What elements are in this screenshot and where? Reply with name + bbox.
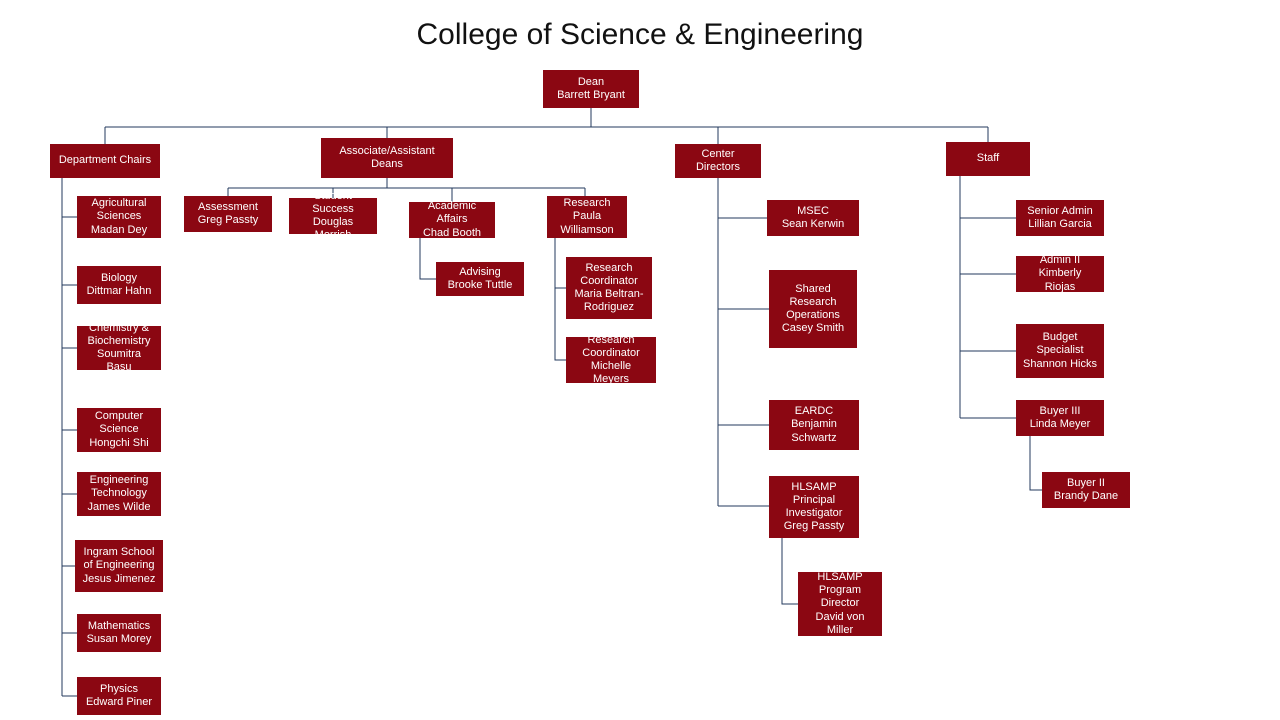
node-role: HLSAMP Principal Investigator — [775, 481, 853, 521]
node-msec: MSECSean Kerwin — [767, 200, 859, 236]
node-person: Lillian Garcia — [1028, 218, 1092, 231]
node-person: Douglas Morrish — [295, 216, 371, 242]
node-biology: BiologyDittmar Hahn — [77, 266, 161, 304]
node-person: Jesus Jimenez — [83, 573, 156, 586]
node-role: Student Success — [295, 190, 371, 216]
node-role: EARDC — [795, 405, 834, 418]
node-role: Center Directors — [681, 148, 755, 174]
node-role: HLSAMP Program Director — [804, 571, 876, 611]
node-person: Casey Smith — [782, 322, 844, 335]
node-senior_admin: Senior AdminLillian Garcia — [1016, 200, 1104, 236]
node-hlsamp_dir: HLSAMP Program DirectorDavid von Miller — [798, 572, 882, 636]
page-title: College of Science & Engineering — [0, 18, 1280, 52]
node-engtech: Engineering TechnologyJames Wilde — [77, 472, 161, 516]
node-person: Kimberly Riojas — [1022, 267, 1098, 293]
node-person: Hongchi Shi — [89, 437, 148, 450]
node-role: Research Coordinator — [572, 262, 646, 288]
node-role: Budget Specialist — [1022, 331, 1098, 357]
node-staff: Staff — [946, 142, 1030, 176]
node-hlsamp_pi: HLSAMP Principal InvestigatorGreg Passty — [769, 476, 859, 538]
node-person: Chad Booth — [423, 227, 481, 240]
node-role: MSEC — [797, 205, 829, 218]
node-person: Edward Piner — [86, 696, 152, 709]
node-person: Greg Passty — [198, 214, 259, 227]
node-role: Agricultural Sciences — [83, 197, 155, 223]
node-role: Shared Research Operations — [775, 283, 851, 323]
node-person: David von Miller — [804, 611, 876, 637]
node-person: Susan Morey — [87, 633, 152, 646]
node-dean: DeanBarrett Bryant — [543, 70, 639, 108]
node-role: Associate/Assistant Deans — [327, 145, 447, 171]
node-role: Senior Admin — [1027, 205, 1092, 218]
node-role: Buyer III — [1040, 405, 1081, 418]
node-math: MathematicsSusan Morey — [77, 614, 161, 652]
node-person: Brooke Tuttle — [448, 279, 513, 292]
node-role: Chemistry & Biochemistry — [83, 322, 155, 348]
node-buyer2: Buyer IIBrandy Dane — [1042, 472, 1130, 508]
node-person: Paula Williamson — [553, 210, 621, 236]
node-person: Dittmar Hahn — [87, 285, 152, 298]
node-role: Mathematics — [88, 620, 150, 633]
node-person: Soumitra Basu — [83, 348, 155, 374]
node-rescoord1: Research CoordinatorMaria Beltran-Rodrig… — [566, 257, 652, 319]
node-budget: Budget SpecialistShannon Hicks — [1016, 324, 1104, 378]
node-research: ResearchPaula Williamson — [547, 196, 627, 238]
node-buyer3: Buyer IIILinda Meyer — [1016, 400, 1104, 436]
node-agri: Agricultural SciencesMadan Dey — [77, 196, 161, 238]
node-assessment: AssessmentGreg Passty — [184, 196, 272, 232]
node-person: Madan Dey — [91, 224, 147, 237]
node-advising: AdvisingBrooke Tuttle — [436, 262, 524, 296]
node-role: Assessment — [198, 201, 258, 214]
node-eardc: EARDCBenjamin Schwartz — [769, 400, 859, 450]
node-person: Sean Kerwin — [782, 218, 844, 231]
node-sharedres: Shared Research OperationsCasey Smith — [769, 270, 857, 348]
node-center_dirs: Center Directors — [675, 144, 761, 178]
node-chem: Chemistry & BiochemistrySoumitra Basu — [77, 326, 161, 370]
node-dept_chairs: Department Chairs — [50, 144, 160, 178]
node-person: Shannon Hicks — [1023, 358, 1097, 371]
node-role: Ingram School of Engineering — [81, 546, 157, 572]
node-role: Dean — [578, 76, 604, 89]
node-role: Physics — [100, 683, 138, 696]
node-person: Benjamin Schwartz — [775, 418, 853, 444]
org-chart-canvas: College of Science & Engineering DeanBar… — [0, 0, 1280, 720]
node-role: Engineering Technology — [83, 474, 155, 500]
node-role: Buyer II — [1067, 477, 1105, 490]
node-role: Research — [563, 197, 610, 210]
node-person: Brandy Dane — [1054, 490, 1118, 503]
node-assoc_deans: Associate/Assistant Deans — [321, 138, 453, 178]
node-role: Computer Science — [83, 410, 155, 436]
node-physics: PhysicsEdward Piner — [77, 677, 161, 715]
node-person: Greg Passty — [784, 520, 845, 533]
node-admin2: Admin IIKimberly Riojas — [1016, 256, 1104, 292]
node-cs: Computer ScienceHongchi Shi — [77, 408, 161, 452]
node-role: Research Coordinator — [572, 334, 650, 360]
node-role: Staff — [977, 152, 999, 165]
node-person: Michelle Meyers — [572, 360, 650, 386]
node-ingram: Ingram School of EngineeringJesus Jimene… — [75, 540, 163, 592]
node-role: Biology — [101, 272, 137, 285]
node-person: James Wilde — [88, 501, 151, 514]
node-acad_affairs: Academic AffairsChad Booth — [409, 202, 495, 238]
node-role: Advising — [459, 266, 501, 279]
node-stud_success: Student SuccessDouglas Morrish — [289, 198, 377, 234]
node-role: Department Chairs — [59, 154, 151, 167]
node-role: Admin II — [1040, 254, 1080, 267]
node-person: Linda Meyer — [1030, 418, 1091, 431]
node-role: Academic Affairs — [415, 200, 489, 226]
node-rescoord2: Research CoordinatorMichelle Meyers — [566, 337, 656, 383]
node-person: Barrett Bryant — [557, 89, 625, 102]
node-person: Maria Beltran-Rodriguez — [572, 288, 646, 314]
